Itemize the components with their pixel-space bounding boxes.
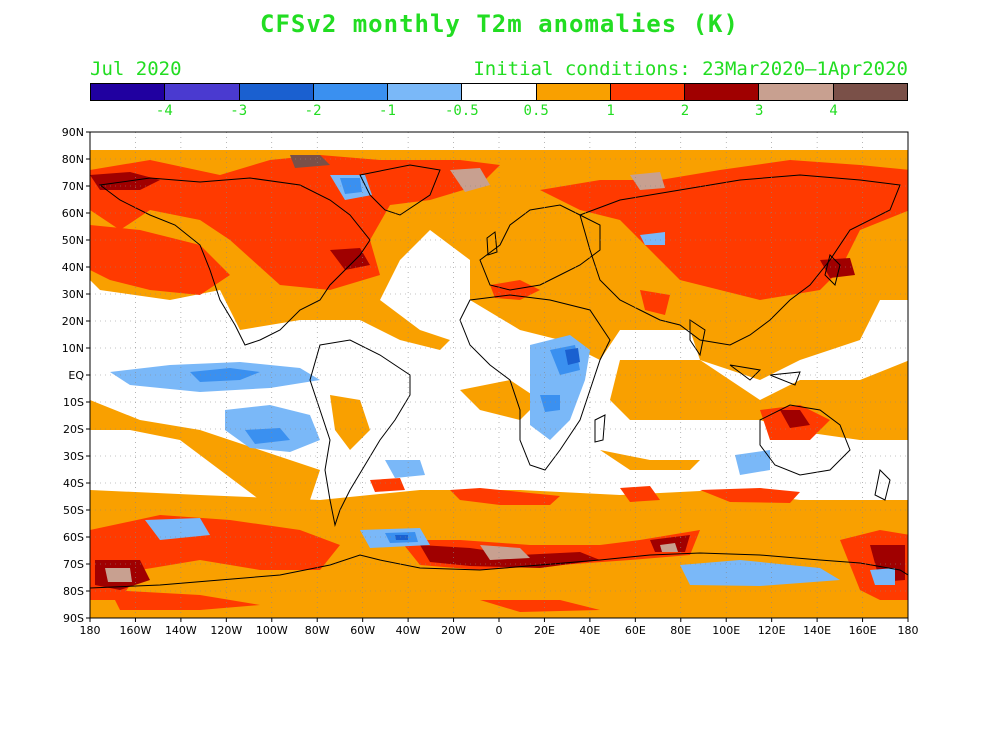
lat-label: 90N <box>62 126 84 139</box>
longitude-axis: 180 160W 140W 120W 100W 80W 60W 40W 20W 0 20E 40E 60… <box>80 618 919 637</box>
lat-label: 70S <box>63 558 84 571</box>
lat-label: 80N <box>62 153 84 166</box>
lat-label: 30S <box>63 450 84 463</box>
lat-label: EQ <box>68 369 84 382</box>
anomaly-regions-dark-blue <box>395 348 580 540</box>
lon-label: 40W <box>396 624 421 637</box>
legend-swatch <box>165 84 240 100</box>
legend-swatch <box>239 84 314 100</box>
anomaly-regions-red <box>90 155 908 612</box>
lon-label: 60W <box>350 624 375 637</box>
lat-label: 50N <box>62 234 84 247</box>
lat-label: 10N <box>62 342 84 355</box>
lon-label: 140E <box>803 624 831 637</box>
legend-swatch <box>313 84 389 100</box>
legend-tick-label: -0.5 <box>444 103 479 119</box>
lat-label: 40N <box>62 261 84 274</box>
lat-label: 40S <box>63 477 84 490</box>
lon-label: 100E <box>712 624 740 637</box>
map-title: CFSv2 monthly T2m anomalies (K) <box>260 10 739 38</box>
lon-label: 20W <box>441 624 466 637</box>
legend-tick-label: -4 <box>155 103 173 119</box>
lon-label: 0 <box>496 624 503 637</box>
valid-month-label: Jul 2020 <box>90 58 182 80</box>
legend-swatch <box>91 84 166 100</box>
legend-swatch <box>833 84 907 100</box>
legend-tick-label: 1 <box>606 103 615 119</box>
legend-tick-label: -3 <box>230 103 248 119</box>
lon-label: 140W <box>165 624 197 637</box>
initial-conditions-label: Initial conditions: 23Mar2020—1Apr2020 <box>473 58 908 80</box>
lon-label: 80W <box>305 624 330 637</box>
lat-label: 60S <box>63 531 84 544</box>
lon-label: 60E <box>625 624 646 637</box>
lat-label: 50S <box>63 504 84 517</box>
lon-label: 80E <box>670 624 691 637</box>
lon-label: 120W <box>210 624 242 637</box>
legend-swatch <box>610 84 686 100</box>
legend-tick-label: 3 <box>755 103 764 119</box>
lon-label: 180 <box>898 624 919 637</box>
lon-label: 180 <box>80 624 101 637</box>
lat-label: 70N <box>62 180 84 193</box>
legend-tick-label: -2 <box>304 103 322 119</box>
lon-label: 20E <box>534 624 555 637</box>
legend-swatch <box>462 84 537 100</box>
legend-tick-label: 0.5 <box>523 103 549 119</box>
legend-tick-label: -1 <box>379 103 396 119</box>
lat-label: 10S <box>63 396 84 409</box>
lon-label: 100W <box>256 624 288 637</box>
lat-label: 20S <box>63 423 84 436</box>
lat-label: 90S <box>63 612 84 625</box>
legend-swatch <box>759 84 834 100</box>
legend-tick-label: 2 <box>680 103 690 119</box>
legend-swatch <box>685 84 760 100</box>
color-legend-bar <box>90 83 908 101</box>
coastlines <box>90 164 908 589</box>
latitude-axis: 90N 80N 70N 60N 50N 40N 30N 20N 10N EQ 10S 20S 30S 40… <box>62 126 90 625</box>
grid-lines <box>90 132 908 618</box>
lat-label: 30N <box>62 288 84 301</box>
lon-label: 160W <box>120 624 152 637</box>
lon-label: 120E <box>758 624 786 637</box>
lat-label: 80S <box>63 585 84 598</box>
legend-swatch <box>536 84 611 100</box>
legend-tick-label: 4 <box>829 103 838 119</box>
lat-label: 60N <box>62 207 84 220</box>
legend-swatch <box>388 84 463 100</box>
lat-label: 20N <box>62 315 84 328</box>
lon-label: 40E <box>579 624 600 637</box>
lon-label: 160E <box>849 624 877 637</box>
